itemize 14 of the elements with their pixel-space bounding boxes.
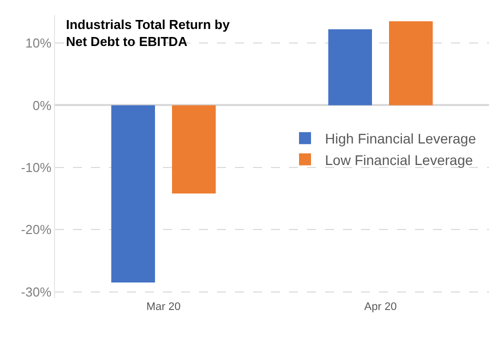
legend-label: Low Financial Leverage xyxy=(325,152,474,168)
bar xyxy=(172,105,216,194)
y-tick-label: -30% xyxy=(21,284,52,300)
bar xyxy=(389,21,433,106)
x-tick-label: Mar 20 xyxy=(146,301,181,313)
y-tick-label: -20% xyxy=(21,222,52,238)
legend-label: High Financial Leverage xyxy=(325,130,476,147)
bar xyxy=(328,29,372,106)
x-tick-label: Apr 20 xyxy=(364,301,397,313)
y-tick-label: 0% xyxy=(32,98,52,113)
bar xyxy=(111,105,155,282)
y-tick-label: 10% xyxy=(25,36,52,51)
y-tick-label: -10% xyxy=(21,160,52,175)
text: Industrials Total Return by Net Debt to EBITDA xyxy=(66,17,230,49)
